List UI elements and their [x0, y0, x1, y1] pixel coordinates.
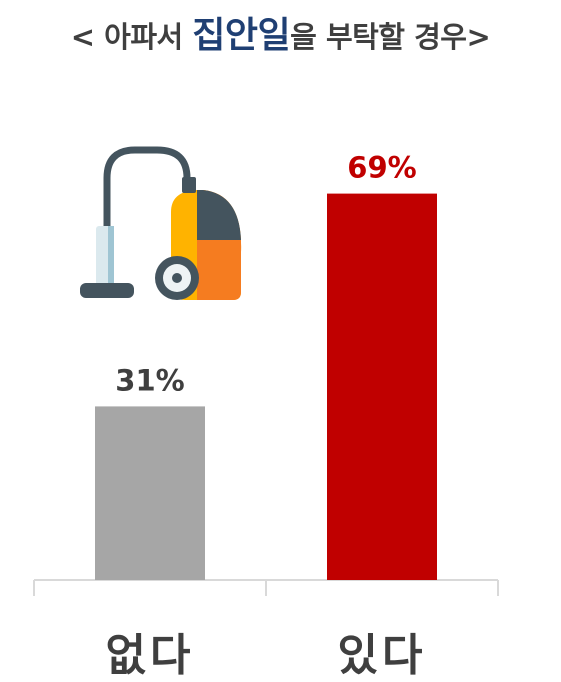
chart-title: < 아파서 집안일을 부탁할 경우>	[0, 6, 561, 58]
data-label: 69%	[347, 151, 416, 185]
category-label: 없다	[106, 630, 195, 681]
title-highlight: 집안일	[192, 15, 291, 56]
bar-no	[95, 406, 205, 580]
title-prefix: < 아파서	[70, 20, 193, 54]
vacuum-cleaner-icon	[80, 146, 242, 300]
bar-yes	[327, 193, 437, 580]
title-suffix: 을 부탁할 경우>	[290, 20, 491, 54]
data-label: 31%	[115, 363, 184, 397]
category-label: 있다	[338, 630, 427, 681]
